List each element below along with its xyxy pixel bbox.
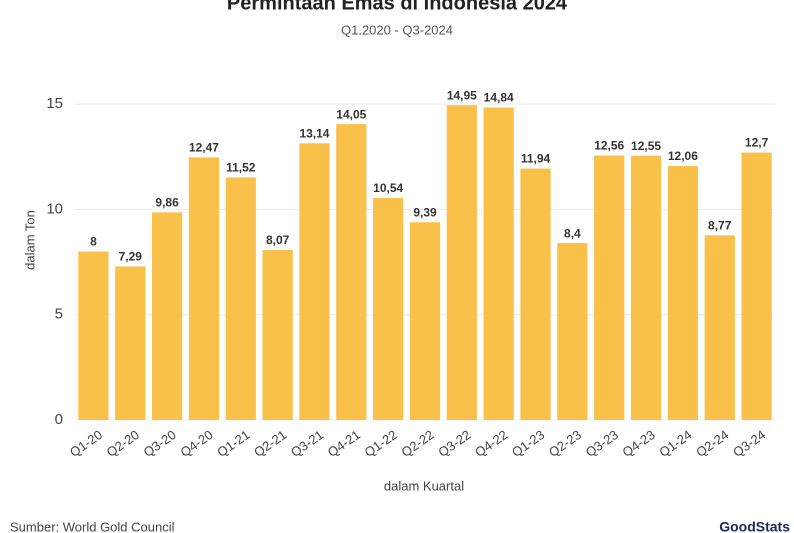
bar — [78, 251, 109, 420]
x-tick-label: Q2-21 — [251, 427, 289, 460]
x-tick-label: Q3-20 — [141, 427, 179, 460]
bar — [520, 168, 551, 420]
y-tick-label: 10 — [46, 200, 63, 217]
x-tick-label: Q3-22 — [435, 427, 473, 460]
x-tick-label: Q2-24 — [693, 427, 731, 460]
x-tick-label: Q3-24 — [730, 427, 768, 460]
data-label: 14,95 — [447, 88, 477, 102]
bar — [225, 177, 256, 420]
data-label: 10,54 — [373, 181, 403, 195]
chart-subtitle: Q1.2020 - Q3-2024 — [341, 22, 453, 37]
x-tick-label: Q2-23 — [546, 427, 584, 460]
y-tick-label: 5 — [55, 306, 63, 323]
data-label: 12,56 — [594, 139, 624, 153]
bar — [557, 243, 588, 420]
x-tick-label: Q1-24 — [656, 427, 694, 460]
chart-title: Permintaan Emas di Indonesia 2024 — [227, 0, 568, 14]
x-tick-label: Q3-23 — [583, 427, 621, 460]
bar — [409, 222, 441, 420]
bar — [630, 155, 662, 420]
bar — [373, 198, 404, 420]
bar — [483, 107, 514, 420]
data-label: 12,7 — [745, 136, 769, 150]
bar — [262, 250, 293, 420]
x-tick-label: Q1-20 — [67, 427, 105, 460]
bar — [299, 143, 330, 421]
x-tick-label: Q2-22 — [398, 427, 436, 460]
x-tick-label: Q1-23 — [509, 427, 547, 460]
y-tick-label: 15 — [46, 95, 63, 112]
bar — [336, 124, 367, 420]
x-tick-label: Q3-21 — [288, 427, 326, 460]
data-label: 12,06 — [668, 149, 698, 163]
bar — [115, 266, 146, 420]
data-label: 14,84 — [484, 91, 514, 105]
bar — [446, 105, 477, 420]
data-label: 9,39 — [413, 205, 437, 219]
data-label: 12,47 — [189, 141, 219, 155]
x-tick-label: Q1-21 — [214, 427, 252, 460]
x-tick-label: Q2-20 — [104, 427, 142, 460]
data-label: 9,86 — [155, 196, 179, 210]
x-tick-label: Q4-23 — [620, 427, 658, 460]
y-axis-label: dalam Ton — [22, 210, 37, 270]
bar — [188, 157, 220, 420]
bar — [741, 152, 772, 420]
x-tick-label: Q1-22 — [362, 427, 400, 460]
bar — [594, 155, 625, 421]
logo: GoodStats — [719, 519, 790, 533]
data-label: 14,05 — [336, 107, 366, 121]
y-tick-label: 0 — [55, 411, 63, 428]
data-label: 11,52 — [226, 161, 256, 175]
bar — [667, 166, 698, 420]
x-tick-label: Q4-21 — [325, 427, 363, 460]
x-tick-label: Q4-22 — [472, 427, 510, 460]
data-label: 8,77 — [708, 218, 732, 232]
data-label: 8 — [90, 235, 97, 249]
x-axis-label: dalam Kuartal — [384, 478, 464, 493]
data-label: 8,07 — [266, 233, 290, 247]
bar — [704, 235, 735, 420]
data-label: 13,14 — [299, 126, 329, 140]
source: Sumber: World Gold Council — [10, 519, 175, 533]
data-label: 11,94 — [521, 152, 551, 166]
x-tick-label: Q4-20 — [177, 427, 215, 460]
data-label: 8,4 — [564, 226, 581, 240]
bar — [152, 212, 183, 420]
data-label: 12,55 — [631, 139, 661, 153]
data-label: 7,29 — [119, 250, 143, 264]
